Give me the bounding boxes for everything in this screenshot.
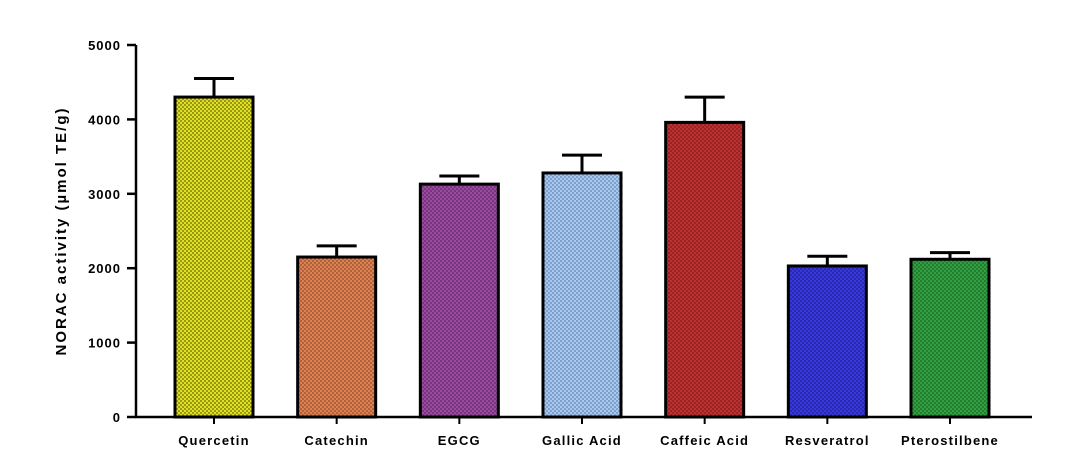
y-tick-label-2000: 2000 — [88, 261, 121, 276]
error-bar-caffeic-acid — [684, 95, 725, 123]
bar-gallic-acid — [541, 171, 623, 419]
bars-layer — [173, 95, 991, 419]
y-tick-label-0: 0 — [113, 410, 121, 425]
x-tick-label-resveratrol: Resveratrol — [785, 433, 870, 448]
x-tick-label-caffeic-acid: Caffeic Acid — [660, 433, 749, 448]
x-tick-label-quercetin: Quercetin — [178, 433, 249, 448]
error-bar-quercetin — [194, 76, 234, 98]
axes-layer — [127, 43, 1032, 424]
x-tick-label-egcg: EGCG — [438, 433, 481, 448]
error-bar-gallic-acid — [562, 153, 602, 173]
y-tick-label-3000: 3000 — [88, 187, 121, 202]
error-bar-catechin — [316, 244, 357, 258]
bar-quercetin — [173, 95, 255, 419]
bar-resveratrol — [786, 264, 868, 419]
x-tick-label-catechin: Catechin — [304, 433, 369, 448]
x-tick-label-pterostilbene: Pterostilbene — [901, 433, 999, 448]
bar-pterostilbene — [909, 257, 991, 419]
bar-catechin — [296, 255, 378, 419]
error-bar-resveratrol — [807, 254, 848, 266]
x-tick-label-gallic-acid: Gallic Acid — [542, 433, 622, 448]
y-tick-label-5000: 5000 — [88, 38, 121, 53]
y-tick-label-4000: 4000 — [88, 112, 121, 127]
y-tick-label-1000: 1000 — [88, 336, 121, 351]
bar-egcg — [418, 182, 500, 419]
error-bar-pterostilbene — [930, 251, 970, 260]
bar-caffeic-acid — [664, 120, 746, 419]
y-axis-label: NORAC activity (µmol TE/g) — [53, 107, 70, 356]
error-bar-egcg — [439, 174, 480, 185]
labels-layer: Quercetin Catechin EGCG Gallic Acid Caffeic … — [88, 38, 999, 448]
error-bars-layer — [194, 76, 970, 266]
